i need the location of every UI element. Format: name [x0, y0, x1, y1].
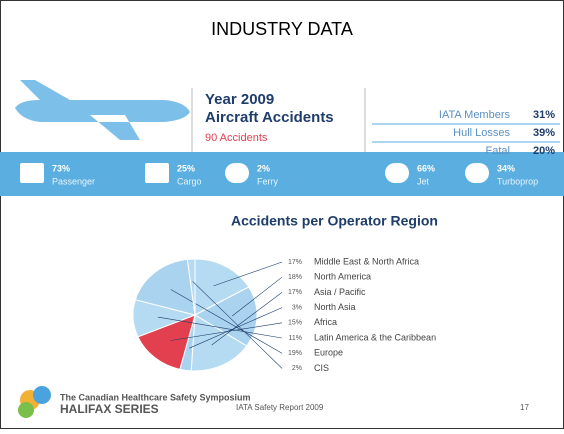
- stat-icon: [385, 163, 409, 183]
- stat-label: Jet: [417, 176, 430, 186]
- footer-source: IATA Safety Report 2009: [236, 403, 324, 412]
- slice-percent: 19%: [288, 350, 302, 357]
- stat-value: 73%: [52, 163, 70, 173]
- table-value: 31%: [533, 109, 555, 121]
- slice-percent: 11%: [289, 335, 303, 342]
- table-value: 20%: [533, 145, 555, 157]
- stat-icon: [145, 163, 169, 183]
- slice-percent: 2%: [292, 365, 302, 372]
- table-label: Fatal: [486, 145, 510, 157]
- stat-icon: [225, 163, 249, 183]
- slice-percent: 15%: [288, 320, 302, 327]
- slide: INDUSTRY DATA Year 2009 Aircraft Acciden…: [0, 0, 564, 429]
- stat-label: Passenger: [52, 176, 95, 186]
- stat-icon: [465, 163, 489, 183]
- legend-label: North America: [314, 272, 371, 282]
- table-label: Hull Losses: [453, 127, 510, 139]
- summary-total: 90 Accidents: [205, 132, 268, 144]
- stat-value: 34%: [497, 163, 515, 173]
- table-value: 39%: [533, 127, 555, 139]
- stat-value: 66%: [417, 163, 435, 173]
- legend-label: Europe: [314, 348, 343, 358]
- legend-label: Middle East & North Africa: [314, 256, 419, 266]
- slice-percent: 3%: [292, 304, 302, 311]
- stat-label: Turboprop: [497, 176, 538, 186]
- legend-label: Africa: [314, 317, 337, 327]
- stat-label: Ferry: [257, 176, 278, 186]
- slice-percent: 18%: [288, 274, 302, 281]
- summary-heading: Aircraft Accidents: [205, 109, 334, 126]
- summary-year: Year 2009: [205, 91, 274, 108]
- legend-label: Latin America & the Caribbean: [314, 332, 436, 342]
- page-number: 17: [520, 403, 529, 412]
- stat-label: Cargo: [177, 176, 202, 186]
- legend-label: North Asia: [314, 302, 356, 312]
- chart-title: Accidents per Operator Region: [231, 213, 438, 229]
- slice-percent: 17%: [288, 289, 302, 296]
- legend-label: CIS: [314, 363, 329, 373]
- table-label: IATA Members: [439, 109, 511, 121]
- footer-org: The Canadian Healthcare Safety Symposium: [60, 392, 251, 402]
- stat-value: 25%: [177, 163, 195, 173]
- slice-percent: 17%: [288, 259, 302, 266]
- legend-label: Asia / Pacific: [314, 287, 366, 297]
- slide-title: INDUSTRY DATA: [211, 19, 353, 39]
- stat-icon: [20, 163, 44, 183]
- stat-value: 2%: [257, 163, 270, 173]
- footer-series: HALIFAX SERIES: [60, 402, 159, 416]
